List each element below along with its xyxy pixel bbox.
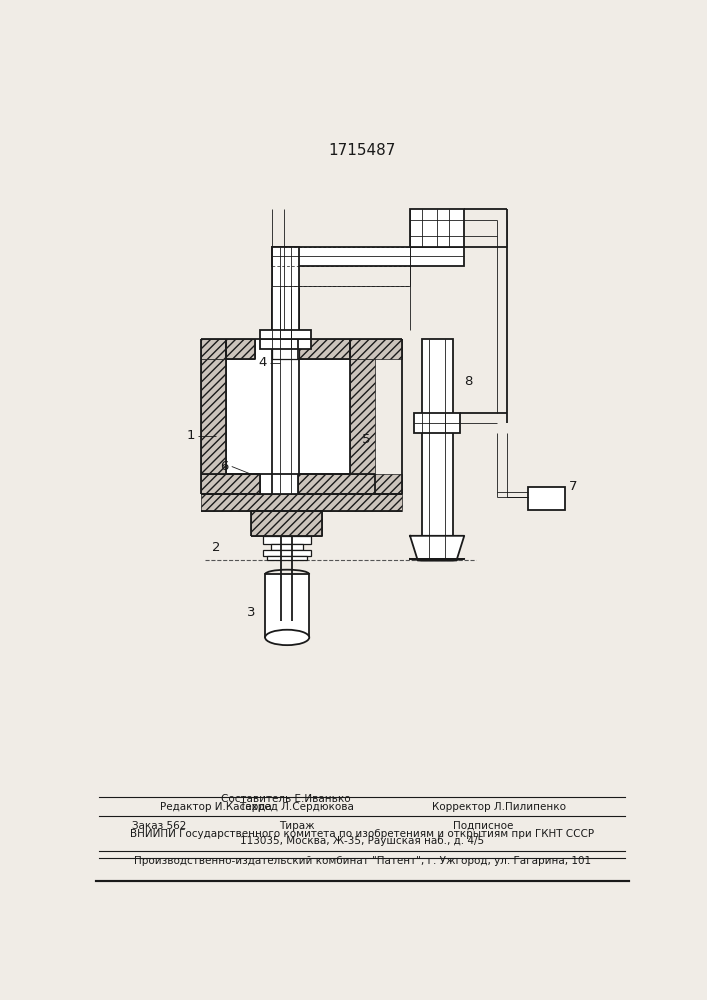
Bar — [528, 487, 565, 510]
Bar — [271, 543, 303, 550]
Text: Редактор И.Касарда: Редактор И.Касарда — [160, 802, 271, 812]
Bar — [421, 339, 452, 559]
Bar — [410, 209, 464, 247]
Bar — [201, 359, 226, 474]
Text: ВНИИПИ Государственного комитета по изобретениям и открытиям при ГКНТ СССР: ВНИИПИ Государственного комитета по изоб… — [130, 829, 595, 839]
Bar — [263, 536, 311, 544]
Bar — [349, 359, 375, 474]
Text: 2: 2 — [212, 541, 221, 554]
Text: Заказ 562: Заказ 562 — [132, 821, 187, 831]
Bar — [414, 413, 460, 433]
Bar — [226, 339, 349, 494]
Polygon shape — [410, 536, 464, 560]
Text: 4: 4 — [259, 356, 267, 369]
Bar — [272, 247, 464, 266]
Ellipse shape — [265, 630, 309, 645]
Text: 8: 8 — [464, 375, 472, 388]
Text: 6: 6 — [220, 460, 228, 473]
Bar — [298, 474, 402, 494]
Bar — [251, 511, 322, 536]
Bar — [265, 574, 309, 637]
Bar — [272, 289, 299, 528]
Polygon shape — [410, 559, 464, 560]
Bar — [272, 339, 299, 359]
Text: Корректор Л.Пилипенко: Корректор Л.Пилипенко — [432, 802, 566, 812]
Bar — [267, 556, 307, 560]
Bar — [263, 550, 311, 556]
Text: Производственно-издательский комбинат "Патент", г. Ужгород, ул. Гагарина, 101: Производственно-издательский комбинат "П… — [134, 856, 591, 866]
Text: 5: 5 — [361, 433, 370, 446]
Text: 3: 3 — [247, 606, 255, 619]
Bar — [201, 339, 255, 359]
Text: 1715487: 1715487 — [328, 143, 396, 158]
Text: Техред Л.Сердюкова: Техред Л.Сердюкова — [239, 802, 354, 812]
Bar — [260, 330, 311, 349]
Bar — [201, 474, 260, 494]
Text: Тираж: Тираж — [279, 821, 315, 831]
Bar — [201, 494, 402, 511]
Text: 113035, Москва, Ж-35, Раушская наб., д. 4/5: 113035, Москва, Ж-35, Раушская наб., д. … — [240, 836, 484, 846]
Bar — [298, 339, 402, 359]
Bar — [272, 247, 299, 339]
Text: 1: 1 — [187, 429, 195, 442]
Text: Подписное: Подписное — [452, 821, 513, 831]
Text: Составитель Е.Иванько: Составитель Е.Иванько — [221, 794, 351, 804]
Text: 7: 7 — [569, 480, 578, 493]
